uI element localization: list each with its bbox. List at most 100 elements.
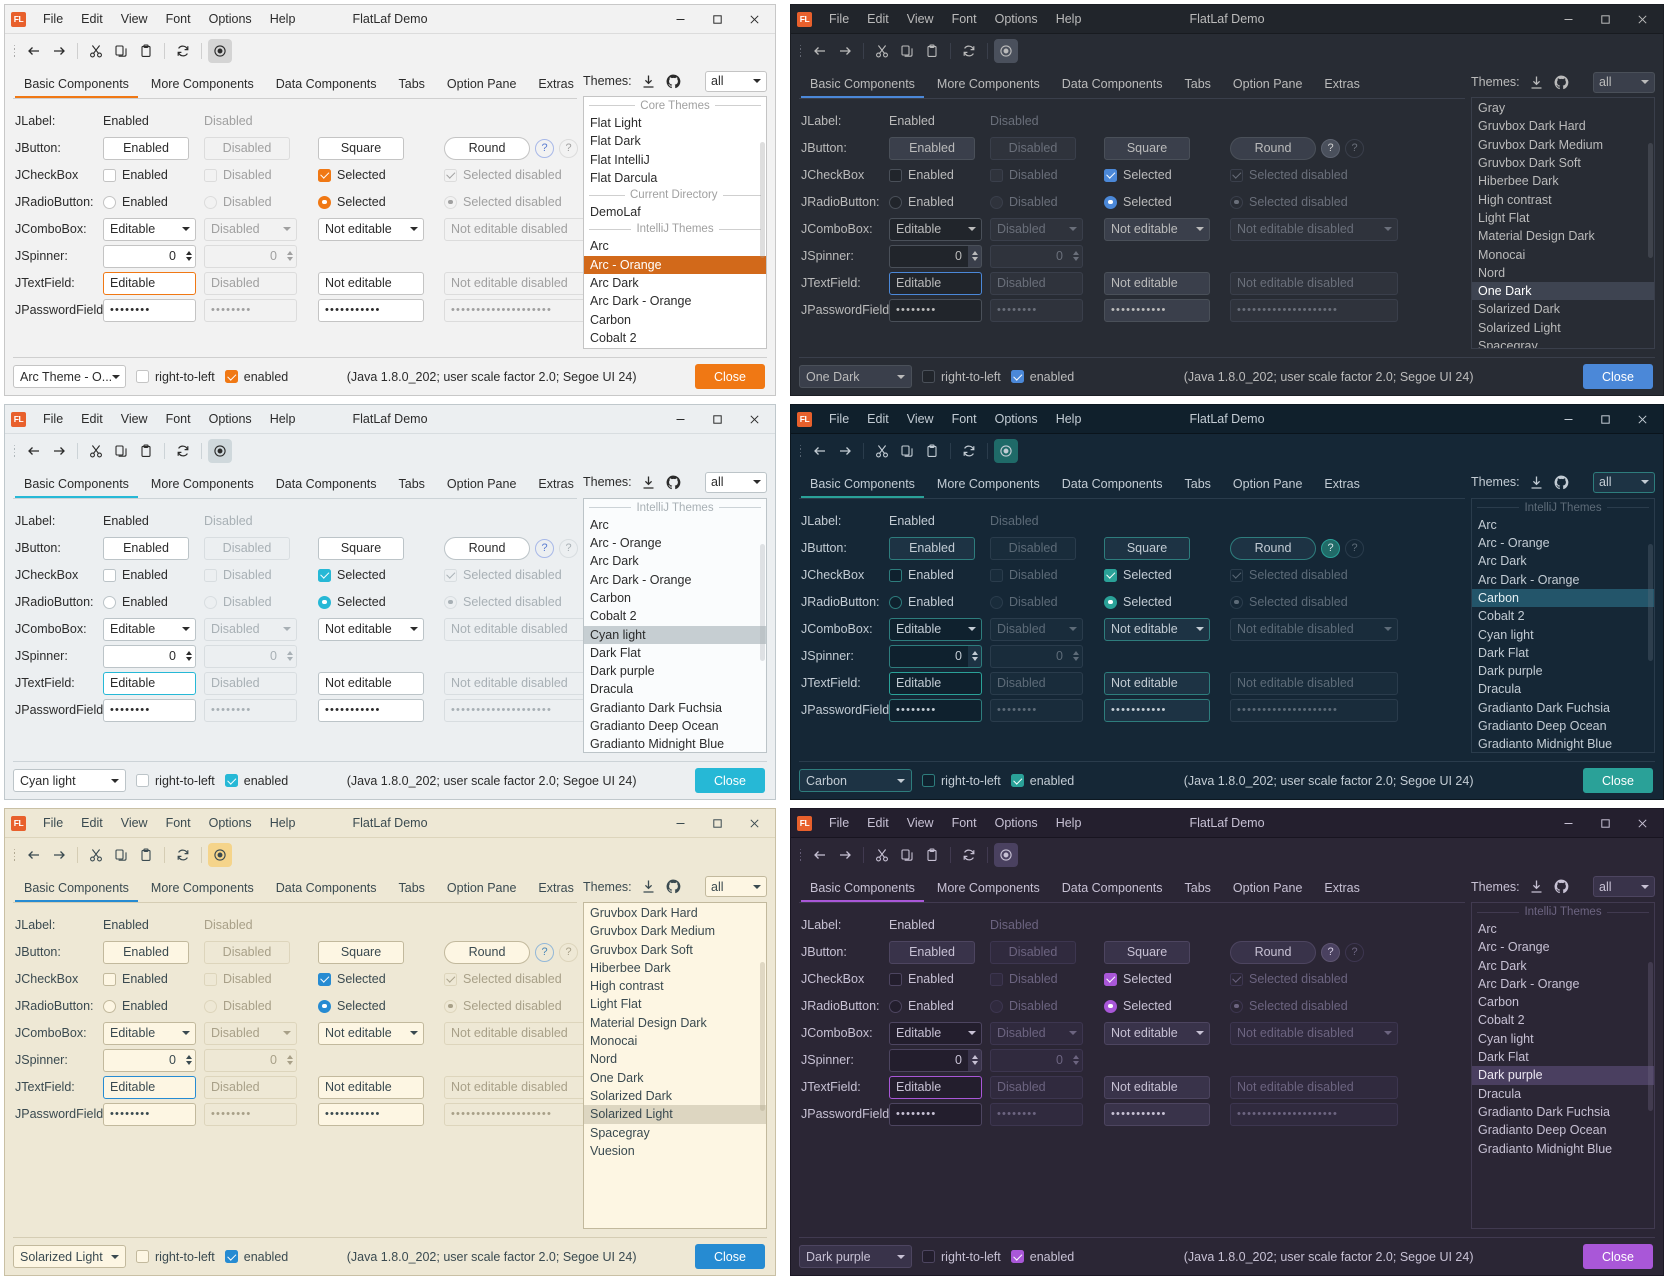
radio-selected[interactable]: Selected bbox=[1104, 195, 1172, 209]
spinner-value[interactable]: 0 bbox=[103, 1048, 182, 1072]
cut-icon[interactable] bbox=[870, 39, 894, 63]
menu-item-edit[interactable]: Edit bbox=[867, 412, 889, 426]
combobox-not-editable[interactable]: Not editable bbox=[1104, 617, 1210, 641]
theme-list-item[interactable]: Gruvbox Dark Hard bbox=[1478, 119, 1586, 134]
menu-item-font[interactable]: Font bbox=[165, 412, 191, 426]
tab-extras[interactable]: Extras bbox=[1324, 881, 1360, 895]
theme-list-item[interactable]: Arc - Orange bbox=[590, 536, 662, 551]
theme-list-item[interactable]: Vuesion bbox=[590, 1143, 635, 1158]
close-icon[interactable] bbox=[736, 5, 773, 33]
menu-item-help[interactable]: Help bbox=[1055, 12, 1082, 26]
radio-circle[interactable] bbox=[1104, 195, 1117, 209]
passwordfield-3[interactable]: ••••••••••• bbox=[1104, 1102, 1210, 1126]
menu-item-help[interactable]: Help bbox=[1055, 412, 1082, 426]
theme-list-item[interactable]: Flat Darcula bbox=[590, 170, 658, 185]
themes-list[interactable]: IntelliJ Themes Arc Arc - Orange Arc Dark Ar… bbox=[1471, 902, 1655, 1229]
help-button[interactable]: ? bbox=[535, 538, 554, 558]
chevron-down-icon[interactable] bbox=[410, 1031, 418, 1035]
spinner-enabled[interactable]: 0 bbox=[103, 244, 196, 268]
theme-list-item[interactable]: Arc - Orange bbox=[1478, 536, 1550, 551]
enabled-checkbox[interactable]: enabled bbox=[224, 1250, 288, 1264]
combobox-not-editable[interactable]: Not editable bbox=[318, 217, 424, 241]
theme-list-item[interactable]: Flat Dark bbox=[590, 134, 641, 149]
theme-list-item[interactable]: Gradianto Dark Fuchsia bbox=[1478, 1104, 1611, 1119]
eye-icon[interactable] bbox=[208, 438, 232, 463]
back-icon[interactable] bbox=[22, 843, 46, 867]
minimize-icon[interactable] bbox=[1550, 809, 1587, 837]
theme-list-item[interactable]: Dark purple bbox=[1478, 664, 1543, 679]
radio-selected[interactable]: Selected bbox=[1104, 595, 1172, 609]
chevron-down-icon[interactable] bbox=[968, 627, 976, 631]
toolbar-grip[interactable] bbox=[797, 43, 804, 59]
help-button[interactable]: ? bbox=[535, 138, 554, 158]
jbutton-square[interactable]: Square bbox=[1104, 940, 1190, 964]
radio-circle[interactable] bbox=[889, 195, 902, 209]
theme-list-item[interactable]: Hiberbee Dark bbox=[1478, 174, 1559, 189]
spinner-arrows[interactable] bbox=[968, 644, 982, 668]
spinner-enabled[interactable]: 0 bbox=[889, 644, 982, 668]
chevron-down-icon[interactable] bbox=[111, 778, 119, 783]
github-icon[interactable] bbox=[1554, 74, 1570, 90]
chevron-up-icon[interactable] bbox=[185, 251, 192, 255]
right-to-left-checkbox[interactable]: right-to-left bbox=[922, 370, 1001, 384]
theme-list-item[interactable]: DemoLaf bbox=[590, 205, 641, 220]
passwordfield-3[interactable]: ••••••••••• bbox=[318, 698, 424, 722]
enabled-checkbox[interactable]: enabled bbox=[1010, 774, 1074, 788]
theme-list-item[interactable]: Cobalt 2 bbox=[1478, 609, 1525, 624]
theme-list-item[interactable]: Spacegray bbox=[1478, 338, 1538, 350]
download-icon[interactable] bbox=[641, 474, 657, 490]
right-to-left-checkbox[interactable]: right-to-left bbox=[922, 1250, 1001, 1264]
radio-circle[interactable] bbox=[1104, 595, 1117, 609]
right-to-left-checkbox[interactable]: right-to-left bbox=[136, 370, 215, 384]
close-button[interactable]: Close bbox=[694, 364, 765, 389]
chevron-down-icon[interactable] bbox=[185, 1061, 192, 1065]
combobox-editable[interactable]: Editable bbox=[103, 217, 196, 241]
spinner-value[interactable]: 0 bbox=[889, 644, 968, 668]
tab-extras[interactable]: Extras bbox=[538, 881, 574, 895]
theme-list-item[interactable]: Arc Dark - Orange bbox=[590, 294, 692, 309]
checkbox-box[interactable] bbox=[136, 1250, 149, 1263]
close-icon[interactable] bbox=[1624, 405, 1661, 433]
tab-data-components[interactable]: Data Components bbox=[275, 477, 377, 491]
download-icon[interactable] bbox=[1529, 879, 1545, 895]
theme-list-item[interactable]: Cobalt 2 bbox=[590, 330, 637, 345]
theme-list-item[interactable]: Flat Light bbox=[590, 115, 642, 130]
minimize-icon[interactable] bbox=[1550, 5, 1587, 33]
current-theme-combo[interactable]: One Dark bbox=[799, 365, 912, 388]
themes-list[interactable]: Core Themes Flat Light Flat Dark Flat Intel… bbox=[583, 95, 767, 350]
chevron-down-icon[interactable] bbox=[897, 778, 905, 783]
checkbox-box[interactable] bbox=[103, 168, 116, 182]
chevron-down-icon[interactable] bbox=[897, 1254, 905, 1259]
chevron-down-icon[interactable] bbox=[968, 227, 976, 231]
theme-list-item[interactable]: Flat IntelliJ bbox=[590, 152, 650, 167]
theme-list-item[interactable]: Dracula bbox=[1478, 1086, 1522, 1101]
tab-data-components[interactable]: Data Components bbox=[1061, 477, 1163, 491]
theme-list-item[interactable]: Material Design Dark bbox=[590, 1015, 707, 1030]
theme-list-item[interactable]: Cyan light bbox=[1478, 627, 1534, 642]
theme-list-item[interactable]: Nord bbox=[1478, 265, 1506, 280]
combobox-editable[interactable]: Editable bbox=[103, 1021, 196, 1045]
title-bar[interactable]: FL File Edit View Font Options Help FlatLaf D… bbox=[5, 405, 775, 434]
enabled-checkbox[interactable]: enabled bbox=[224, 774, 288, 788]
minimize-icon[interactable] bbox=[662, 809, 699, 837]
theme-list-item[interactable]: Light Flat bbox=[1478, 210, 1530, 225]
chevron-up-icon[interactable] bbox=[971, 251, 978, 255]
checkbox-box[interactable] bbox=[889, 568, 902, 582]
current-theme-combo[interactable]: Solarized Light bbox=[13, 1245, 126, 1268]
menu-item-file[interactable]: File bbox=[829, 816, 850, 830]
spinner-enabled[interactable]: 0 bbox=[103, 644, 196, 668]
download-icon[interactable] bbox=[641, 73, 657, 89]
checkbox-box[interactable] bbox=[318, 568, 331, 582]
jbutton-square[interactable]: Square bbox=[318, 536, 404, 560]
themes-filter-combo[interactable]: all bbox=[1593, 876, 1655, 897]
close-icon[interactable] bbox=[736, 809, 773, 837]
eye-icon[interactable] bbox=[208, 38, 232, 63]
tab-data-components[interactable]: Data Components bbox=[1061, 881, 1163, 895]
forward-icon[interactable] bbox=[833, 439, 857, 463]
menu-item-options[interactable]: Options bbox=[208, 412, 252, 426]
textfield-not-editable[interactable]: Not editable bbox=[1104, 1075, 1210, 1099]
passwordfield-3[interactable]: ••••••••••• bbox=[1104, 698, 1210, 722]
back-icon[interactable] bbox=[808, 39, 832, 63]
themes-list[interactable]: Gruvbox Dark Hard Gruvbox Dark Medium Gruv… bbox=[583, 902, 767, 1229]
radio-selected[interactable]: Selected bbox=[1104, 999, 1172, 1013]
